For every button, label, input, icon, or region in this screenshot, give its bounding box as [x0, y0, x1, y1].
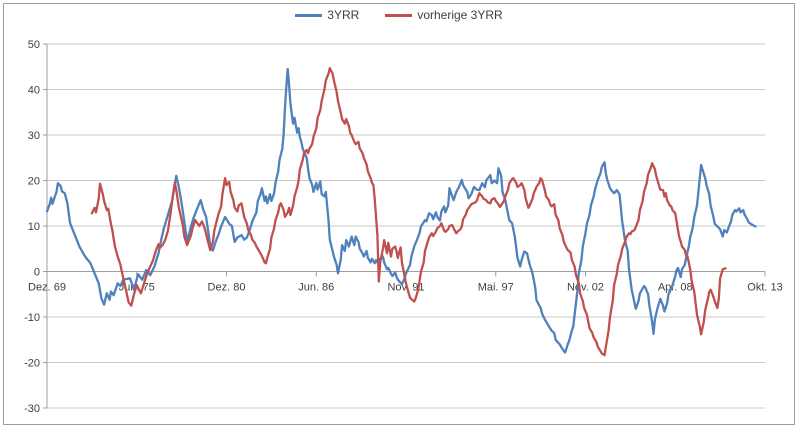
y-tick-label: 40	[28, 85, 40, 97]
legend-label-vorherige-3yrr: vorherige 3YRR	[417, 8, 503, 22]
series1-line-swatch-icon	[295, 13, 323, 17]
y-tick-label: -10	[24, 312, 40, 324]
y-tick-label: 50	[28, 39, 40, 51]
y-tick-label: 30	[28, 130, 40, 142]
x-tick-label: Apr. 08	[658, 282, 693, 294]
legend-item-3yrr: 3YRR	[295, 8, 359, 22]
series-line-1	[45, 67, 757, 354]
series-line-2	[90, 66, 727, 357]
y-tick-label: -30	[24, 403, 40, 415]
x-tick-label: Dez. 69	[28, 282, 66, 294]
series2-line-swatch-icon	[385, 13, 413, 17]
x-tick-label: Jun. 86	[298, 282, 334, 294]
y-tick-label: 20	[28, 176, 40, 188]
x-tick-label: Dez. 80	[208, 282, 246, 294]
y-tick-label: 0	[34, 267, 40, 279]
x-tick-label: Okt. 13	[747, 282, 782, 294]
legend-item-vorherige-3yrr: vorherige 3YRR	[385, 8, 503, 22]
legend: 3YRR vorherige 3YRR	[0, 8, 798, 22]
y-tick-label: -20	[24, 358, 40, 370]
legend-label-3yrr: 3YRR	[327, 8, 360, 22]
x-tick-label: Nov. 02	[567, 282, 604, 294]
y-tick-label: 10	[28, 221, 40, 233]
chart-frame	[3, 3, 795, 425]
x-tick-label: Mai. 97	[478, 282, 514, 294]
